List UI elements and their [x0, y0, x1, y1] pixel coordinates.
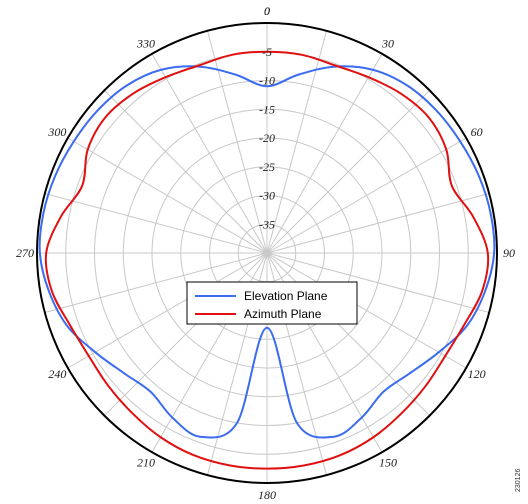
ring-tick-label: -20	[259, 131, 275, 145]
angle-tick-label: 90	[503, 246, 515, 260]
grid-spoke	[104, 252, 268, 416]
legend-label-azimuth: Azimuth Plane	[244, 307, 322, 321]
ring-tick-label: -35	[259, 217, 275, 231]
angle-tick-label: 0	[264, 4, 270, 18]
grid-spoke	[266, 192, 490, 254]
grid-spoke	[266, 252, 467, 369]
grid-spoke	[44, 192, 268, 254]
angle-tick-label: 120	[468, 367, 486, 381]
legend-box	[186, 281, 358, 325]
grid-spoke	[67, 137, 268, 254]
angle-tick-label: 30	[381, 36, 394, 50]
grid-spoke	[151, 53, 268, 254]
angle-tick-label: 300	[47, 125, 66, 139]
ring-tick-label: -5	[262, 45, 272, 59]
ring-tick-label: -25	[259, 160, 275, 174]
grid-spoke	[266, 252, 490, 314]
ring-tick-label: -30	[259, 189, 275, 203]
outer-ring	[36, 22, 498, 484]
angle-labels: 0 30 60 90 120 150 180 210 240 270 300 330	[16, 4, 515, 502]
series-line-elevation-plane	[38, 65, 496, 439]
grid-spoke	[266, 137, 467, 254]
grid-spoke	[67, 252, 268, 369]
grid-spoke	[206, 30, 268, 254]
series-layer	[38, 50, 496, 470]
angle-tick-label: 240	[48, 367, 66, 381]
angle-tick-label: 150	[379, 456, 397, 470]
grid-spoke	[104, 90, 268, 254]
grid-spoke	[266, 30, 328, 254]
angle-tick-label: 180	[258, 488, 276, 502]
angle-tick-label: 330	[136, 36, 155, 50]
angle-tick-label: 60	[471, 125, 483, 139]
grid-spoke	[44, 252, 268, 314]
angle-tick-label: 210	[137, 456, 155, 470]
grid-spoke	[266, 90, 430, 254]
legend-label-elevation: Elevation Plane	[244, 289, 328, 303]
angle-tick-label: 270	[16, 246, 34, 260]
grid-spoke	[266, 252, 430, 416]
ring-tick-label: 0	[264, 4, 270, 18]
ring-tick-label: -10	[259, 74, 275, 88]
grid-spoke	[266, 53, 383, 254]
series-line-azimuth-plane	[44, 50, 490, 470]
ring-tick-label: -15	[259, 102, 275, 116]
legend: Elevation Plane Azimuth Plane	[186, 281, 358, 325]
figure-id: 230126	[515, 469, 522, 492]
polar-grid	[37, 23, 497, 483]
ring-labels: 0 -5 -10 -15 -20 -25 -30 -35	[259, 4, 275, 231]
